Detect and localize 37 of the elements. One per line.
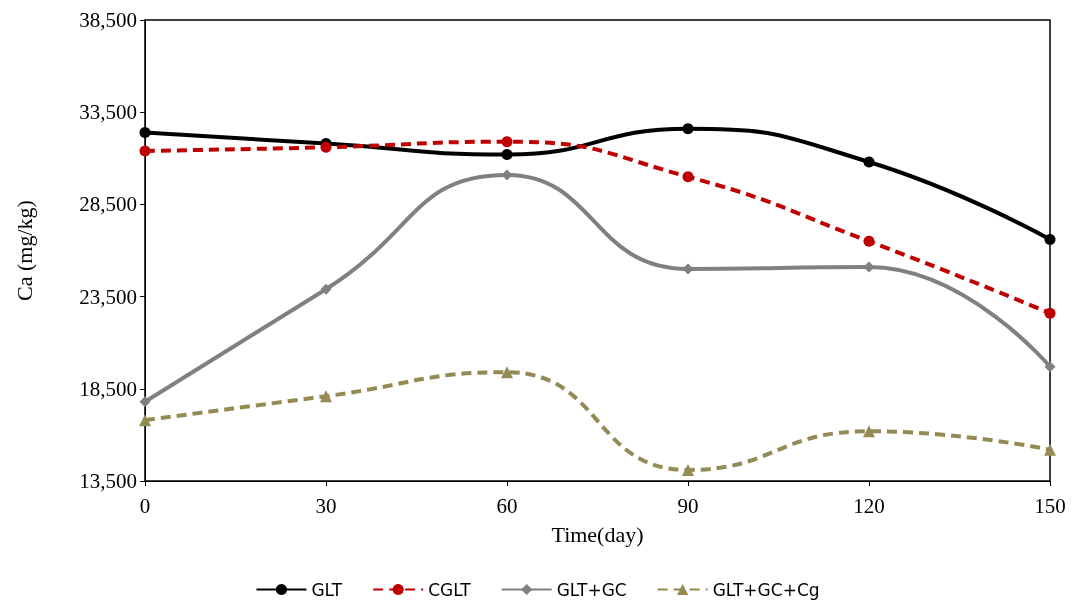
point <box>139 145 151 157</box>
y-tick-label: 28,500 <box>79 192 137 217</box>
point <box>863 425 875 438</box>
legend-label: GLT+GC <box>556 579 627 600</box>
point <box>139 414 151 427</box>
y-tick-label: 23,500 <box>79 284 137 309</box>
x-tick-label: 150 <box>1034 493 1066 518</box>
legend-label: GLT <box>311 579 343 600</box>
point <box>682 123 694 135</box>
y-tick-label: 18,500 <box>79 376 137 401</box>
point <box>501 366 513 379</box>
point <box>501 149 513 161</box>
x-tick-label: 0 <box>139 493 151 518</box>
point <box>139 126 151 138</box>
legend-label: GLT+GC+Cg <box>712 579 820 600</box>
y-tick-label: 38,500 <box>79 8 137 32</box>
point <box>1044 233 1056 245</box>
x-tick-label: 60 <box>496 493 518 518</box>
point <box>1044 443 1056 456</box>
legend-label: CGLT <box>428 579 472 600</box>
point <box>682 171 694 183</box>
x-tick-label: 30 <box>315 493 337 518</box>
x-tick-label: 90 <box>677 493 699 518</box>
point <box>863 235 875 247</box>
y-tick-label: 13,500 <box>79 469 137 493</box>
point <box>320 283 332 295</box>
point <box>1044 361 1056 373</box>
y-tick-label: 33,500 <box>79 100 137 125</box>
point <box>139 396 151 408</box>
x-tick-label: 120 <box>853 493 885 518</box>
point <box>501 136 513 148</box>
y-axis-title: Ca (mg/kg) <box>11 200 37 301</box>
point <box>863 156 875 168</box>
point <box>682 463 694 476</box>
x-axis-title: Time(day) <box>551 521 644 547</box>
point <box>320 390 332 403</box>
point <box>1044 307 1056 319</box>
